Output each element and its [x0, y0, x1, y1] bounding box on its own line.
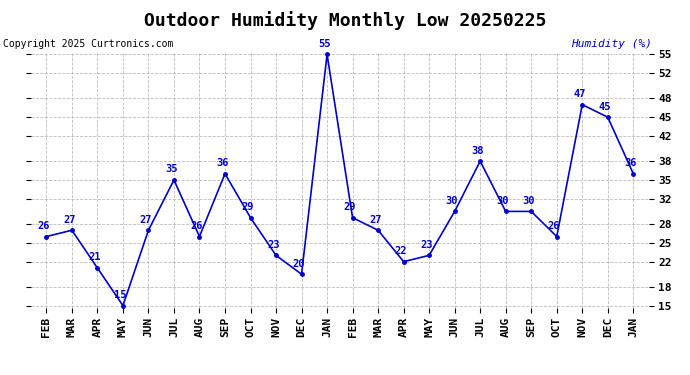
Text: 15: 15: [114, 290, 126, 300]
Text: 21: 21: [88, 252, 101, 262]
Text: 30: 30: [522, 196, 535, 206]
Text: 36: 36: [624, 158, 637, 168]
Text: 23: 23: [267, 240, 279, 250]
Text: 30: 30: [497, 196, 509, 206]
Text: 47: 47: [573, 89, 586, 99]
Text: Outdoor Humidity Monthly Low 20250225: Outdoor Humidity Monthly Low 20250225: [144, 11, 546, 30]
Text: 29: 29: [241, 202, 254, 212]
Text: Copyright 2025 Curtronics.com: Copyright 2025 Curtronics.com: [3, 39, 174, 50]
Text: 45: 45: [599, 102, 611, 112]
Text: 29: 29: [344, 202, 356, 212]
Text: 26: 26: [37, 221, 50, 231]
Text: 26: 26: [548, 221, 560, 231]
Text: 36: 36: [216, 158, 228, 168]
Text: 27: 27: [139, 215, 152, 225]
Text: 55: 55: [318, 39, 331, 49]
Text: 22: 22: [395, 246, 407, 256]
Text: 23: 23: [420, 240, 433, 250]
Text: 27: 27: [369, 215, 382, 225]
Text: 35: 35: [165, 165, 177, 174]
Text: 27: 27: [63, 215, 75, 225]
Text: 20: 20: [293, 259, 305, 268]
Text: 38: 38: [471, 146, 484, 156]
Text: 30: 30: [446, 196, 458, 206]
Text: 26: 26: [190, 221, 203, 231]
Text: Humidity (%): Humidity (%): [571, 39, 652, 50]
